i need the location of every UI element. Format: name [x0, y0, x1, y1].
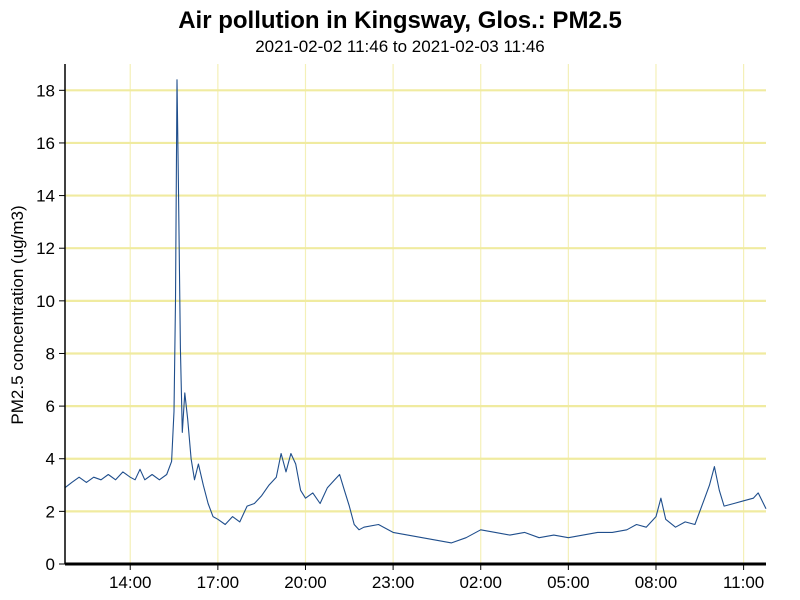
y-tick-label-0: 0 [46, 555, 55, 574]
horizontal-gridlines [65, 89, 766, 513]
x-tick-label-6: 08:00 [635, 573, 678, 592]
chart-subtitle: 2021-02-02 11:46 to 2021-02-03 11:46 [255, 37, 545, 56]
x-tick-label-1: 17:00 [197, 573, 240, 592]
y-tick-label-9: 18 [36, 81, 55, 100]
x-tick-label-4: 02:00 [459, 573, 502, 592]
vertical-gridlines [129, 64, 745, 564]
x-axis-ticks: 14:00 17:00 20:00 23:00 02:00 05:00 08:00 11:00 [109, 564, 764, 592]
y-tick-label-1: 2 [46, 502, 55, 521]
x-tick-label-0: 14:00 [109, 573, 152, 592]
x-tick-label-5: 05:00 [547, 573, 590, 592]
y-axis-ticks: 0 2 4 6 8 10 12 14 16 18 [36, 81, 65, 574]
chart-title: Air pollution in Kingsway, Glos.: PM2.5 [178, 7, 622, 34]
y-tick-label-7: 14 [36, 187, 55, 206]
pm25-series-line [64, 79, 767, 544]
y-tick-label-4: 8 [46, 344, 55, 363]
x-tick-label-3: 23:00 [372, 573, 415, 592]
y-axis-label: PM2.5 concentration (ug/m3) [8, 205, 27, 424]
plot-area: 0 2 4 6 8 10 12 14 16 18 14:00 17:00 20:00 23:00 02:0… [36, 64, 767, 592]
y-tick-label-8: 16 [36, 134, 55, 153]
y-tick-label-3: 6 [46, 397, 55, 416]
y-tick-label-6: 12 [36, 239, 55, 258]
x-tick-label-7: 11:00 [723, 573, 764, 592]
x-tick-label-2: 20:00 [284, 573, 327, 592]
y-tick-label-5: 10 [36, 292, 55, 311]
y-tick-label-2: 4 [46, 450, 55, 469]
